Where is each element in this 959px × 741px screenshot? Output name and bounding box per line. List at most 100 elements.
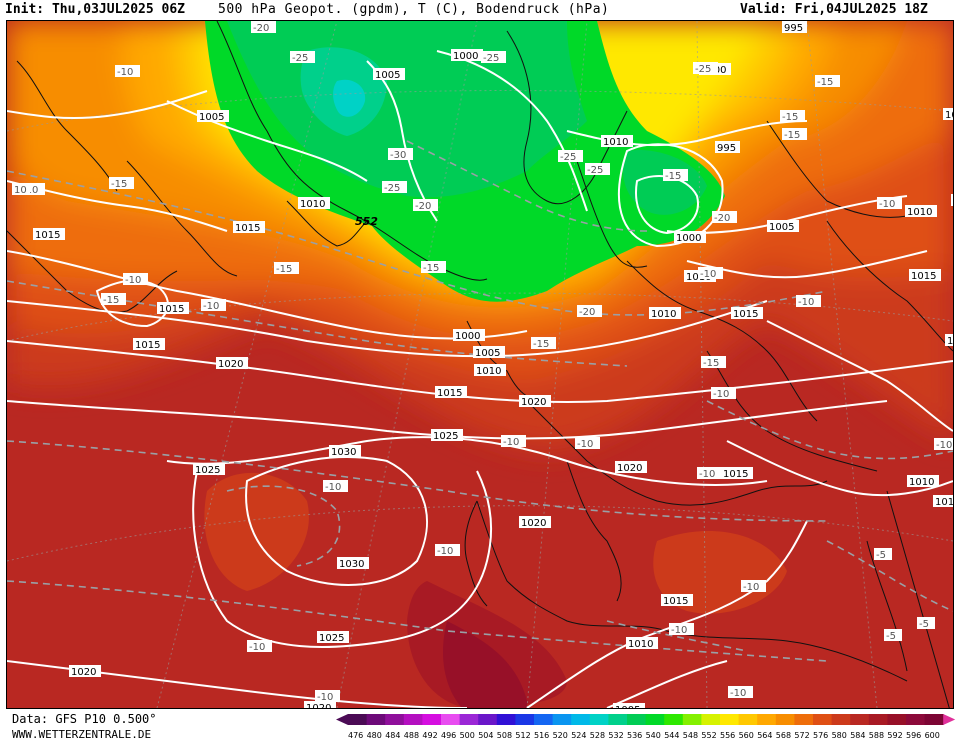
temp-label-text: -10: [203, 301, 219, 312]
colorbar-swatch: [664, 714, 684, 725]
isobar-label-text: 1000: [676, 233, 701, 244]
temp-label-box: [917, 617, 935, 629]
colorbar-swatch: [385, 714, 405, 725]
temp-label: -15: [780, 110, 805, 123]
temp-label-box: [251, 21, 276, 33]
colorbar-swatch: [496, 714, 516, 725]
temp-label: -15: [663, 169, 688, 182]
temp-label-box: [780, 110, 805, 122]
isobar-label-box: [661, 594, 693, 606]
isobar-label-box: [519, 395, 551, 407]
isobar-label-box: [33, 228, 65, 240]
colorbar-tick-label: 488: [404, 731, 419, 740]
isobar-label: 1010: [474, 364, 506, 377]
temp-label-text: -25: [292, 53, 308, 64]
isobar-label-box: [317, 631, 349, 643]
temp-label-text: -15: [103, 295, 119, 306]
temp-label-text: -15: [533, 339, 549, 350]
temp-label-text: -5: [876, 550, 886, 561]
colorbar-swatch: [478, 714, 498, 725]
isobar-label-box: [157, 302, 189, 314]
temp-label-text: -15: [784, 130, 800, 141]
temp-label: -10: [698, 267, 723, 280]
temp-label-text: -20: [714, 213, 730, 224]
colorbar-swatch: [757, 714, 777, 725]
colorbar-tick-label: 560: [739, 731, 754, 740]
isobar-label-box: [473, 346, 505, 358]
temp-label-box: [701, 356, 726, 368]
temp-label-box: [877, 197, 902, 209]
temp-label: -5: [917, 617, 935, 630]
isobar-label: 1025: [317, 631, 349, 644]
weather-map: 1000 1005 1005 1010 1010 1015 1015 1015 1020 1000…: [6, 20, 954, 709]
colorbar-tick-label: 532: [608, 731, 623, 740]
colorbar-swatch: [515, 714, 535, 725]
temp-label: -5: [884, 629, 902, 642]
colorbar-tick-label: 544: [664, 731, 679, 740]
temp-label: -10: [115, 65, 140, 78]
temp-label: -10: [501, 435, 526, 448]
isobar-label-box: [674, 231, 706, 243]
temp-label-text: -10: [249, 642, 265, 653]
isobar-label: 1010: [601, 135, 633, 148]
colorbar-tick-label: 576: [813, 731, 828, 740]
temp-label-box: [115, 65, 140, 77]
colorbar-tick-label: 508: [497, 731, 512, 740]
temp-label-box: [815, 75, 840, 87]
temp-label: -10: [435, 544, 460, 557]
geopotential-label: 552: [355, 215, 378, 228]
isobar-label-text: 1010: [907, 207, 932, 218]
temp-label-box: [934, 438, 953, 450]
temp-label-text: -25: [560, 152, 576, 163]
temp-label: -15: [274, 262, 299, 275]
colorbar-swatch: [906, 714, 926, 725]
colorbar-swatch: [924, 714, 944, 725]
isobar-label: 1015: [157, 302, 189, 315]
temp-label-text: -10: [743, 582, 759, 593]
temp-label: -5: [874, 548, 892, 561]
isobar-label: 1015: [233, 221, 265, 234]
coastlines: [7, 21, 953, 708]
isobar-label-box: [474, 364, 506, 376]
isobar-label-text: 1020: [306, 703, 331, 708]
isobar-label-text: 1030: [331, 447, 356, 458]
temp-label-text: -10: [713, 389, 729, 400]
temp-label: -10: [247, 640, 272, 653]
temp-label: -15: [701, 356, 726, 369]
temp-label-box: [247, 640, 272, 652]
isobar-label: 1015: [435, 386, 467, 399]
colorbar-swatch: [348, 714, 368, 725]
colorbar-swatch: [608, 714, 628, 725]
temp-label-text: -30: [390, 150, 406, 161]
colorbar-tick-label: 600: [925, 731, 940, 740]
temp-label: -25: [558, 150, 583, 163]
temp-label: -15: [101, 293, 126, 306]
isobar-label-text: 1020: [71, 667, 96, 678]
temp-label-box: [413, 199, 438, 211]
colorbar-tick-label: 536: [627, 731, 642, 740]
init-time: Init: Thu,03JUL2025 06Z: [5, 2, 186, 17]
temp-label: -10: [728, 686, 753, 699]
isobar-label-box: [304, 701, 336, 708]
temp-label-text: -10: [22, 185, 38, 196]
isobar-label: 1015: [133, 338, 165, 351]
temp-label-box: [874, 548, 892, 560]
temp-label: -10: [741, 580, 766, 593]
isobar-label: 1010: [933, 495, 953, 508]
isobar-label-box: [626, 637, 658, 649]
temp-label: -10: [123, 273, 148, 286]
temp-label-box: [435, 544, 460, 556]
isobar-label-text: 1020: [521, 397, 546, 408]
isobar-label-text: 1010: [947, 336, 953, 347]
temp-label: -25: [481, 51, 506, 64]
temp-label: -10: [669, 623, 694, 636]
colorbar-tick-label: 596: [906, 731, 921, 740]
temp-label-text: -15: [665, 171, 681, 182]
isobar-label-text: 1010: [945, 110, 953, 121]
isobar-label-box: [233, 221, 265, 233]
isobar-label-text: 1010: [476, 366, 501, 377]
data-source: Data: GFS P10 0.500°: [12, 712, 157, 726]
temp-label-text: -10: [798, 297, 814, 308]
chart-header: Init: Thu,03JUL2025 06Z 500 hPa Geopot. …: [0, 0, 959, 20]
isobar-label: 1020: [69, 665, 101, 678]
